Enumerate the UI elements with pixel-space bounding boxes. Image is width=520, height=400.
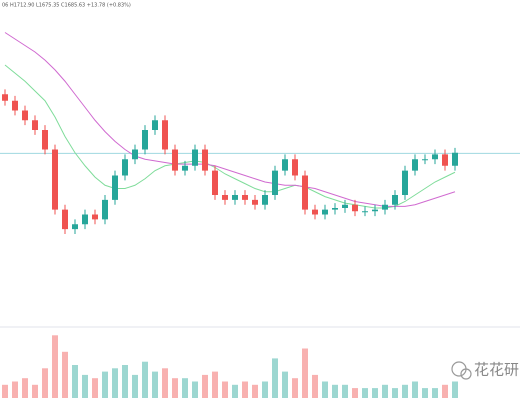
candle-body [432,154,438,160]
candle-body [372,209,378,212]
header: 06 H1712.90 L1675.35 C1685.63 +13.78 (+0… [2,3,131,9]
volume-bar [252,384,258,398]
candle-body [252,199,258,205]
candle-body [202,149,208,171]
volume-bar [162,368,168,398]
volume-bar [282,371,288,398]
candle-body [302,175,308,210]
volume-bar [292,378,298,398]
volume-bar [12,381,18,398]
candle-body [42,130,48,150]
candle-body [132,149,138,160]
volume-bar [362,388,368,398]
volume-bar [62,351,68,398]
volume-bar [72,365,78,398]
candle-body [212,170,218,195]
candle-body [402,170,408,195]
volume-bar [382,384,388,398]
candle-body [122,159,128,176]
moving-average [4,64,456,209]
volume-bar [422,388,428,398]
candle-body [2,94,8,101]
volume-bar [312,374,318,398]
candle-body [222,195,228,200]
volume-bar [112,368,118,398]
volume-bar [202,374,208,398]
candle-body [142,130,148,150]
candle-body [182,165,188,171]
candle-body [172,149,178,171]
candle-body [62,209,68,230]
volume-bar [82,374,88,398]
candle-body [272,170,278,195]
volume-bar [172,378,178,398]
candle-body [382,204,388,210]
candle-body [32,120,38,130]
volume-bar [392,388,398,398]
volume-bar [22,378,28,398]
volume-bar [332,384,338,398]
volume-bar [152,371,158,398]
candle-body [322,209,328,215]
volume-bar [342,384,348,398]
volume-bar [132,374,138,398]
candle-body [342,204,348,208]
candle-body [12,100,18,111]
volume-bar [272,358,278,398]
candle-body [72,224,78,230]
candle-body [292,159,298,176]
candle-body [422,159,428,161]
candle-body [92,214,98,220]
volume-bar [322,381,328,398]
volume-bar [262,381,268,398]
candle-body [162,120,168,150]
candle-body [82,214,88,225]
candle-body [282,159,288,171]
volume-bar [122,365,128,398]
candle-body [312,209,318,215]
volume-bar [92,378,98,398]
volume-bar [452,381,458,398]
watermark: 花花研 [474,361,519,379]
volume-bar [142,361,148,398]
watermark-icon [451,361,472,380]
candle-body [392,195,398,205]
volume-bar [412,381,418,398]
volume-bar [432,388,438,398]
volume-bar [42,368,48,398]
candle-body [52,149,58,210]
candle-body [192,149,198,166]
candle-body [242,195,248,200]
candle-body [362,211,368,213]
volume-bar [192,381,198,398]
volume-bar [182,378,188,398]
candle-body [442,154,448,166]
candle-body [352,204,358,212]
volume-bar [32,384,38,398]
candle-body [102,199,108,220]
volume-bar [232,384,238,398]
volume-bar [442,384,448,398]
candle-body [412,159,418,171]
candle-body [22,110,28,121]
candle-body [452,152,458,166]
volume-bar [372,388,378,398]
volume-bar [242,381,248,398]
volume-bar [102,371,108,398]
candle-body [262,195,268,205]
candle-body [232,195,238,200]
volume-bar [2,384,8,398]
candle-body [112,175,118,200]
volume-bar [352,388,358,398]
candle-body [152,120,158,130]
volume-bar [402,384,408,398]
candle-body [332,208,338,210]
volume-bar [212,371,218,398]
volume-bar [52,335,58,398]
volume-bar [222,381,228,398]
moving-average [4,32,456,207]
volume-bar [302,348,308,398]
